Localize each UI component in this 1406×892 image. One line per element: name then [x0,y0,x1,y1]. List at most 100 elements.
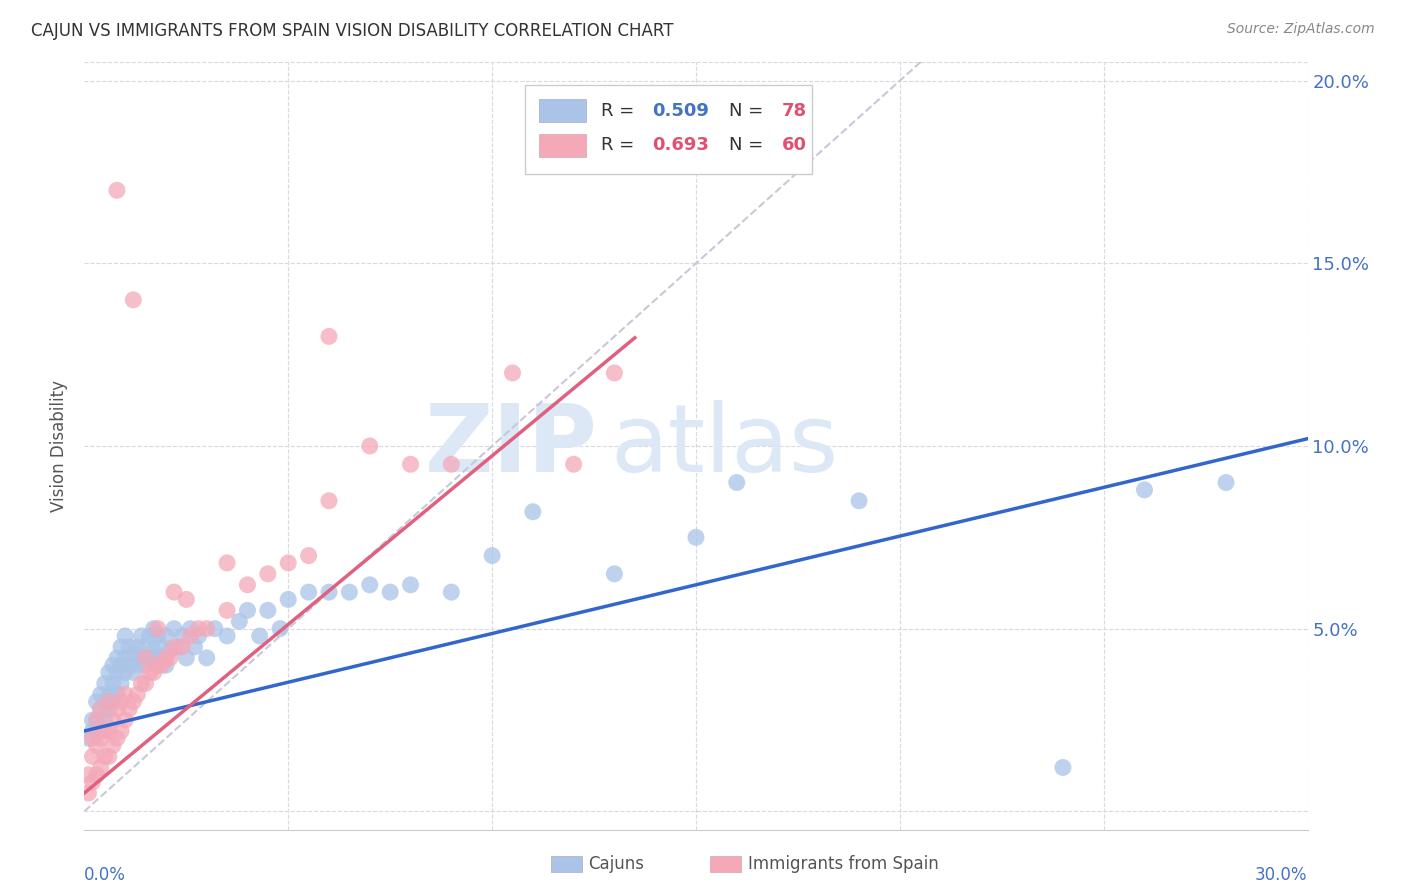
Point [146,629,169,643]
Point [172,640,194,654]
Point [93,723,115,738]
Point [90,760,112,774]
Point [86,713,108,727]
Point [399,578,422,592]
Point [118,658,141,673]
Point [142,665,165,680]
Point [77,786,100,800]
Point [138,629,160,643]
Text: atlas: atlas [610,400,838,492]
Point [179,622,201,636]
Point [318,493,340,508]
Point [146,651,169,665]
Point [155,629,177,643]
Point [131,629,153,643]
Text: Source: ZipAtlas.com: Source: ZipAtlas.com [1227,22,1375,37]
Point [502,366,524,380]
Point [86,713,108,727]
Point [142,622,165,636]
Point [138,665,160,680]
Point [93,713,115,727]
Point [163,622,186,636]
Point [187,629,209,643]
Point [269,622,291,636]
Point [105,702,128,716]
Point [298,549,321,563]
Point [359,578,381,592]
Point [481,549,503,563]
Point [90,687,112,701]
Point [97,702,120,716]
Text: R =: R = [600,102,640,120]
Point [522,505,544,519]
Point [97,687,120,701]
Point [277,556,299,570]
Point [114,687,136,701]
Text: Immigrants from Spain: Immigrants from Spain [748,855,939,873]
Point [187,622,209,636]
Point [101,739,124,753]
Point [97,749,120,764]
Point [174,651,197,665]
Point [114,651,136,665]
Point [195,622,218,636]
Point [440,457,463,471]
Point [725,475,748,490]
Point [127,658,149,673]
Point [122,695,145,709]
Point [146,622,169,636]
Point [138,651,160,665]
Point [318,585,340,599]
Point [114,629,136,643]
Point [150,658,173,673]
Point [101,658,124,673]
Point [155,658,177,673]
Point [236,578,259,592]
Point [1052,760,1074,774]
Point [159,643,181,657]
Point [163,585,186,599]
Point [159,651,181,665]
Point [135,640,157,654]
Point [114,713,136,727]
Point [90,723,112,738]
Point [603,566,626,581]
Point [105,687,128,701]
Text: 30.0%: 30.0% [1256,866,1308,884]
Point [114,665,136,680]
Point [122,647,145,661]
Point [101,713,124,727]
Point [127,687,149,701]
Text: 0.0%: 0.0% [84,866,127,884]
Point [105,731,128,746]
Point [82,775,104,789]
Point [90,702,112,716]
Text: N =: N = [728,102,769,120]
Text: R =: R = [600,136,640,154]
Point [110,640,132,654]
Point [105,183,128,197]
Text: 60: 60 [782,136,807,154]
Point [399,457,422,471]
Point [167,640,190,654]
Text: Cajuns: Cajuns [588,855,644,873]
Point [97,665,120,680]
Point [77,731,100,746]
Point [146,658,169,673]
Point [90,731,112,746]
Point [135,658,157,673]
Point [86,695,108,709]
Point [150,640,173,654]
Point [174,592,197,607]
Point [82,749,104,764]
Text: ZIP: ZIP [425,400,598,492]
Text: 78: 78 [782,102,807,120]
Point [204,622,226,636]
Point [135,651,157,665]
Point [380,585,402,599]
Point [118,640,141,654]
Point [118,702,141,716]
Point [249,629,271,643]
Point [217,603,239,617]
Text: N =: N = [728,136,769,154]
